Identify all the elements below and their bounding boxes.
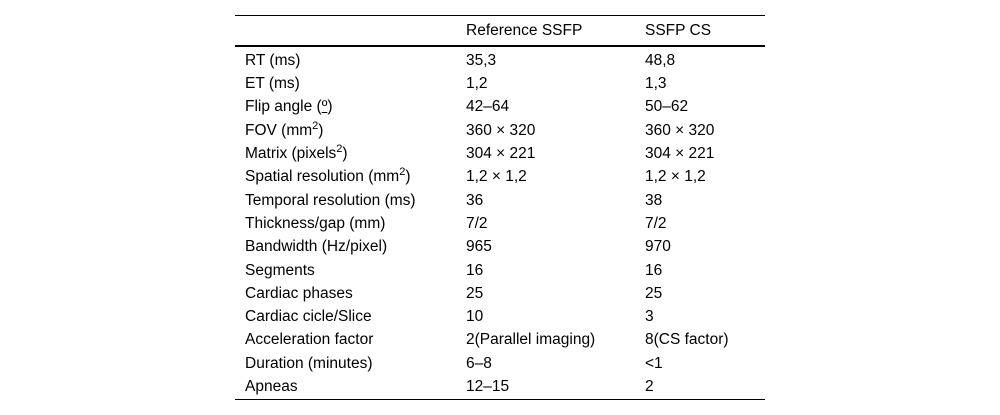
table-row: Temporal resolution (ms) 36 38 [235, 189, 765, 212]
label-text: Acceleration factor [245, 331, 374, 349]
label-text: ) [405, 168, 411, 186]
label-text: Duration (minutes) [245, 354, 373, 372]
value-reference-ssfp: 304 × 221 [466, 145, 536, 163]
value-ssfp-cs: 3 [645, 308, 654, 326]
label-text: RT (ms) [245, 51, 301, 69]
label-text: Bandwidth (Hz/pixel) [245, 238, 388, 256]
value-ssfp-cs: 38 [645, 191, 663, 209]
table-row: Thickness/gap (mm) 7/2 7/2 [235, 212, 765, 235]
label-text: Apneas [245, 378, 298, 396]
label-text: ) [327, 98, 333, 116]
table-row: Cardiac cicle/Slice 10 3 [235, 305, 765, 328]
value-ssfp-cs: 1,3 [645, 75, 667, 93]
table-header-row: Reference SSFP SSFP CS [235, 16, 765, 47]
value-ssfp-cs: 360 × 320 [645, 121, 715, 139]
value-reference-ssfp: 42–64 [466, 98, 510, 116]
value-reference-ssfp: 36 [466, 191, 484, 209]
label-text: Flip angle ( [245, 98, 322, 116]
table-row: RT (ms) 35,3 48,8 [235, 49, 765, 72]
value-ssfp-cs: 16 [645, 261, 663, 279]
row-label: Flip angle (º) [235, 99, 466, 115]
value-reference-ssfp: 7/2 [466, 214, 488, 232]
table-row: Apneas 12–15 2 [235, 375, 765, 398]
superscript: 2 [312, 119, 319, 132]
value-ssfp-cs: 2 [645, 378, 654, 396]
row-label: Temporal resolution (ms) [235, 191, 466, 209]
row-label: Acceleration factor [235, 332, 466, 348]
label-text: FOV (mm [245, 121, 313, 139]
label-text: Matrix (pixels [245, 145, 337, 163]
row-label: Cardiac cicle/Slice [235, 309, 466, 325]
row-label: Matrix (pixels2) [235, 142, 466, 163]
label-text: Cardiac phases [245, 284, 353, 302]
value-reference-ssfp: 6–8 [466, 354, 492, 372]
label-text: ) [342, 145, 348, 163]
table-row: Spatial resolution (mm2) 1,2 × 1,2 1,2 × 1… [235, 165, 765, 188]
table-row: Flip angle (º) 42–64 50–62 [235, 96, 765, 119]
value-ssfp-cs: 50–62 [645, 98, 689, 116]
value-ssfp-cs: 8(CS factor) [645, 331, 729, 349]
value-reference-ssfp: 12–15 [466, 378, 510, 396]
superscript: 2 [336, 142, 343, 155]
row-label: ET (ms) [235, 76, 466, 92]
ordinal-symbol: º [321, 98, 328, 116]
row-label: Bandwidth (Hz/pixel) [235, 239, 466, 255]
value-reference-ssfp: 2(Parallel imaging) [466, 331, 596, 349]
label-text: Thickness/gap (mm) [245, 214, 386, 232]
table-row: Segments 16 16 [235, 259, 765, 282]
row-label: Apneas [235, 379, 466, 395]
value-ssfp-cs: 48,8 [645, 51, 676, 69]
value-ssfp-cs: 304 × 221 [645, 145, 715, 163]
label-text: Temporal resolution (ms) [245, 191, 416, 209]
value-reference-ssfp: 1,2 × 1,2 [466, 168, 527, 186]
label-text: Cardiac cicle/Slice [245, 308, 372, 326]
value-reference-ssfp: 35,3 [466, 51, 497, 69]
table-row: Acceleration factor 2(Parallel imaging) 8(… [235, 329, 765, 352]
label-text: Segments [245, 261, 315, 279]
label-text: Spatial resolution (mm [245, 168, 400, 186]
value-reference-ssfp: 10 [466, 308, 484, 326]
row-label: Spatial resolution (mm2) [235, 166, 466, 186]
table-row: FOV (mm2) 360 × 320 360 × 320 [235, 119, 765, 142]
value-ssfp-cs: 1,2 × 1,2 [645, 168, 706, 186]
parameters-table: Reference SSFP SSFP CS RT (ms) 35,3 48,8 ET… [235, 15, 765, 401]
value-reference-ssfp: 360 × 320 [466, 121, 536, 139]
row-label: Duration (minutes) [235, 356, 466, 372]
label-text: ) [318, 121, 324, 139]
table-body: RT (ms) 35,3 48,8 ET (ms) 1,2 1,3 Flip angle (… [235, 47, 765, 399]
value-reference-ssfp: 965 [466, 238, 492, 256]
value-ssfp-cs: 970 [645, 238, 671, 256]
row-label: RT (ms) [235, 53, 466, 69]
table-row: ET (ms) 1,2 1,3 [235, 72, 765, 95]
table-row: Bandwidth (Hz/pixel) 965 970 [235, 235, 765, 258]
value-reference-ssfp: 1,2 [466, 75, 488, 93]
row-label: Segments [235, 261, 466, 279]
label-text: ET (ms) [245, 75, 300, 93]
value-reference-ssfp: 16 [466, 261, 484, 279]
row-label: Cardiac phases [235, 286, 466, 302]
table-row: Duration (minutes) 6–8 <1 [235, 352, 765, 375]
row-label: FOV (mm2) [235, 119, 466, 139]
value-ssfp-cs: <1 [645, 354, 663, 372]
header-ssfp-cs: SSFP CS [645, 21, 712, 39]
value-ssfp-cs: 7/2 [645, 214, 667, 232]
row-label: Thickness/gap (mm) [235, 216, 466, 232]
value-ssfp-cs: 25 [645, 284, 663, 302]
superscript: 2 [399, 166, 406, 179]
value-reference-ssfp: 25 [466, 284, 484, 302]
header-reference-ssfp: Reference SSFP [466, 21, 583, 39]
table-row: Cardiac phases 25 25 [235, 282, 765, 305]
table-row: Matrix (pixels2) 304 × 221 304 × 221 [235, 142, 765, 165]
